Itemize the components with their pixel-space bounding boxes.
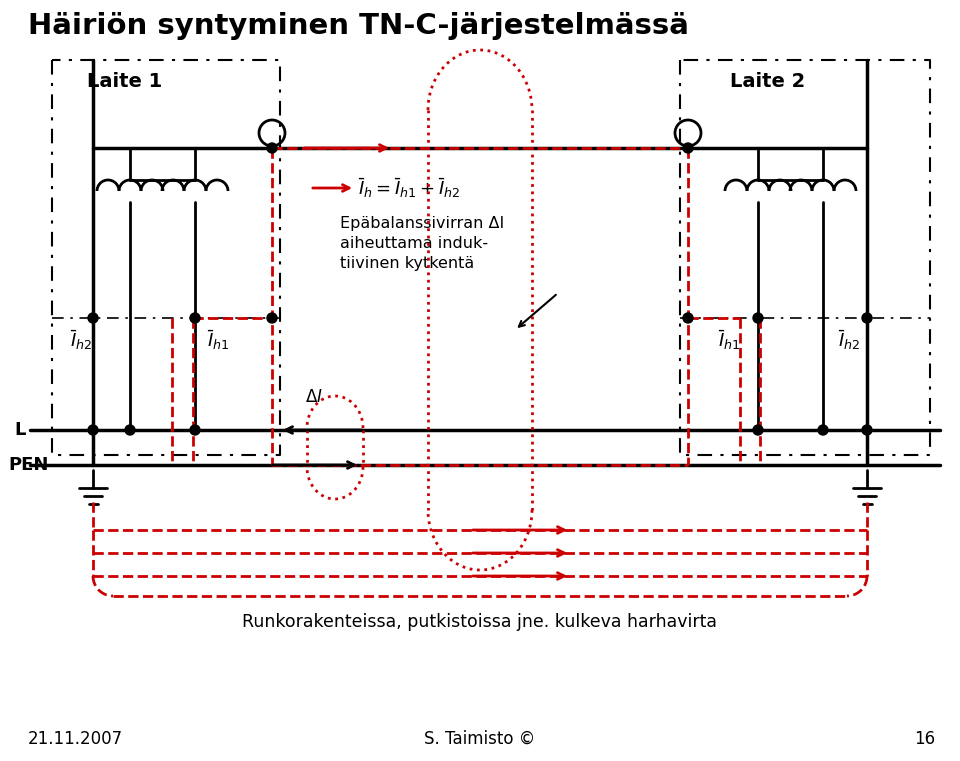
Circle shape <box>88 425 98 435</box>
Circle shape <box>862 313 872 323</box>
Circle shape <box>88 313 98 323</box>
Circle shape <box>125 425 135 435</box>
Text: Häiriön syntyminen TN-C-järjestelmässä: Häiriön syntyminen TN-C-järjestelmässä <box>28 12 689 40</box>
Circle shape <box>190 425 200 435</box>
Circle shape <box>190 313 200 323</box>
Text: aiheuttama induk-: aiheuttama induk- <box>340 236 488 251</box>
Text: 21.11.2007: 21.11.2007 <box>28 730 123 748</box>
Circle shape <box>862 425 872 435</box>
Text: $\bar{I}_{h2}$: $\bar{I}_{h2}$ <box>838 328 860 352</box>
Circle shape <box>753 313 763 323</box>
Text: $\bar{I}_h= \bar{I}_{h1} + \bar{I}_{h2}$: $\bar{I}_h= \bar{I}_{h1} + \bar{I}_{h2}$ <box>358 177 461 200</box>
Circle shape <box>683 313 693 323</box>
Circle shape <box>753 425 763 435</box>
Circle shape <box>818 425 828 435</box>
Text: $\bar{I}_{h1}$: $\bar{I}_{h1}$ <box>718 328 740 352</box>
Text: $\bar{I}_{h1}$: $\bar{I}_{h1}$ <box>207 328 229 352</box>
Text: S. Taimisto ©: S. Taimisto © <box>424 730 536 748</box>
Text: Epäbalanssivirran ΔI: Epäbalanssivirran ΔI <box>340 216 504 231</box>
Text: tiivinen kytkentä: tiivinen kytkentä <box>340 256 474 271</box>
Text: 16: 16 <box>914 730 935 748</box>
Text: L: L <box>14 421 25 439</box>
Text: PEN: PEN <box>8 456 48 474</box>
Circle shape <box>683 143 693 153</box>
Text: $\bar{I}_{h2}$: $\bar{I}_{h2}$ <box>70 328 92 352</box>
Text: Runkorakenteissa, putkistoissa jne. kulkeva harhavirta: Runkorakenteissa, putkistoissa jne. kulk… <box>243 613 717 631</box>
Text: Laite 1: Laite 1 <box>87 72 162 91</box>
Text: $\Delta I$: $\Delta I$ <box>305 388 323 406</box>
Circle shape <box>267 143 277 153</box>
Text: Laite 2: Laite 2 <box>730 72 805 91</box>
Circle shape <box>267 313 277 323</box>
